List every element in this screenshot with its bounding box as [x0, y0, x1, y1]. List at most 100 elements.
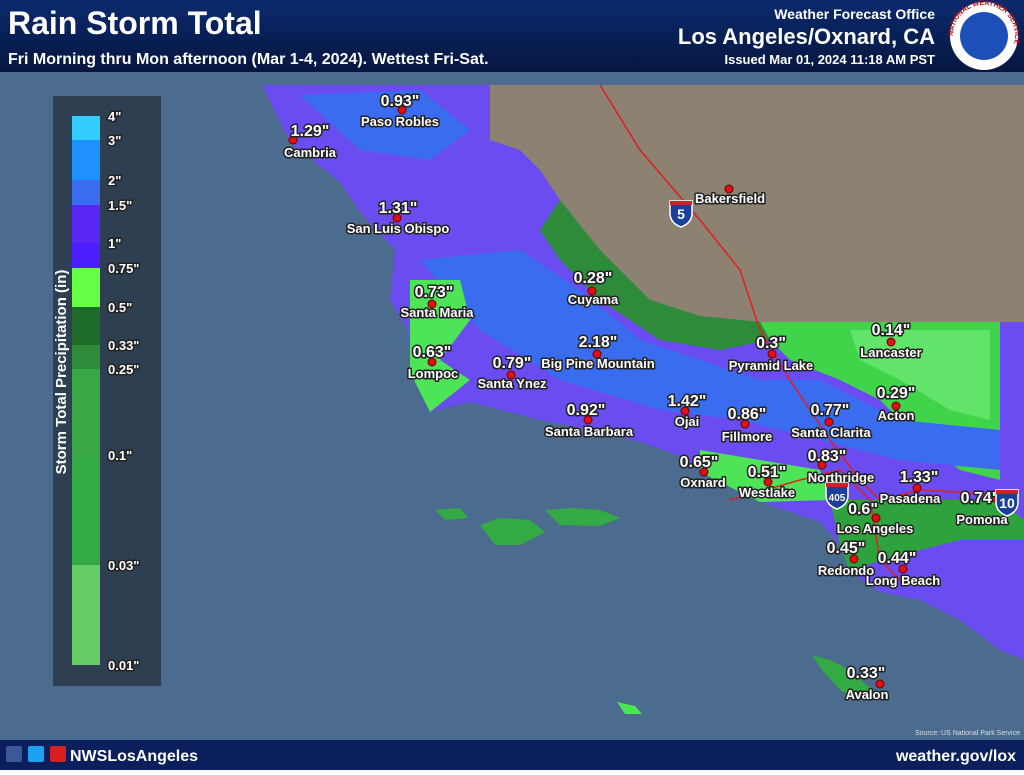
legend-swatch [72, 205, 100, 243]
shield-top [670, 201, 692, 205]
cities: 0.93" Paso Robles 1.29" Cambria 1.31" San Lui… [282, 92, 1009, 704]
city-name: Avalon [846, 687, 889, 702]
city-amount: 0.79" [493, 355, 532, 372]
island [812, 655, 870, 700]
city-dot [898, 564, 908, 574]
city-name: Pasadena [880, 491, 941, 506]
city-amount: 1.33" [900, 469, 939, 486]
shield-top [996, 490, 1018, 494]
city-amount: 1.31" [379, 200, 418, 217]
shield [669, 200, 693, 228]
shield [995, 489, 1019, 517]
city-amount: 0.29" [877, 385, 916, 402]
legend-swatch [72, 140, 100, 180]
city-name: Oxnard [680, 475, 726, 490]
city-dot [912, 483, 922, 493]
city-name: Fillmore [722, 429, 773, 444]
shield-top [826, 483, 848, 487]
city-name: Acton [878, 408, 915, 423]
city-amount: 0.65" [680, 454, 719, 471]
youtube-icon[interactable] [50, 746, 66, 762]
city-dot [824, 417, 834, 427]
city-name: Cambria [284, 145, 337, 160]
footer-bar [0, 740, 1024, 770]
city-dot [724, 184, 734, 194]
legend-swatch [72, 455, 100, 565]
shield [825, 482, 849, 510]
title: Rain Storm Total [8, 5, 262, 41]
legend-label: 0.33" [108, 338, 139, 353]
legend-swatch [72, 565, 100, 665]
city-amount: 0.28" [574, 270, 613, 287]
legend-label: 0.1" [108, 448, 132, 463]
city-amount: 0.3" [756, 335, 786, 352]
office: Los Angeles/Oxnard, CA [678, 24, 935, 49]
city-name: Santa Barbara [545, 424, 634, 439]
city-name: Cuyama [568, 292, 619, 307]
city-amount: 0.73" [415, 284, 454, 301]
desert-light [850, 330, 990, 420]
city-amount: 0.51" [748, 464, 787, 481]
city-dot [886, 337, 896, 347]
city-amount: 0.45" [827, 540, 866, 557]
city-amount: 0.83" [808, 448, 847, 465]
legend-swatch [72, 116, 100, 140]
city-name: Los Angeles [837, 521, 914, 536]
shield-number: 5 [677, 206, 685, 222]
city-name: Santa Ynez [477, 376, 547, 391]
green-zone [700, 450, 830, 502]
city-name: Northridge [808, 470, 874, 485]
facebook-icon[interactable] [6, 746, 22, 762]
city-dot [583, 415, 593, 425]
green-zone [410, 280, 470, 412]
city-dot [397, 105, 407, 115]
city-amount: 1.42" [668, 393, 707, 410]
blue-zone [300, 90, 470, 160]
green-zone [540, 200, 770, 350]
legend-label: 4" [108, 109, 121, 124]
city-amount: 0.77" [811, 402, 850, 419]
city-amount: 0.86" [728, 406, 767, 423]
city-dot [506, 370, 516, 380]
city-name: Redondo [818, 563, 874, 578]
footer-handle[interactable]: NWSLosAngeles [70, 748, 198, 765]
city-name: Big Pine Mountain [541, 356, 654, 371]
city-dot [817, 460, 827, 470]
legend-label: 0.25" [108, 362, 139, 377]
interstate [729, 469, 901, 581]
shield-number: 10 [999, 495, 1015, 511]
legend-swatch [72, 180, 100, 205]
city-dot [427, 357, 437, 367]
shield-number: 405 [829, 493, 846, 504]
city-dot [680, 406, 690, 416]
city-dot [592, 349, 602, 359]
island [435, 508, 468, 520]
city-dot [427, 299, 437, 309]
legend-scale: 4" 3" 2" 1.5" 1" 0.75" 0.5" 0.33" 0.25" 0.1" 0.03"… [72, 108, 141, 675]
city-dot [891, 401, 901, 411]
legend-label: 0.03" [108, 558, 139, 573]
city-name: Long Beach [866, 573, 940, 588]
legend-swatch [72, 369, 100, 455]
legend-label: 0.75" [108, 261, 139, 276]
city-name: Pomona [956, 512, 1008, 527]
legend-swatch [72, 345, 100, 369]
legend-label: 0.01" [108, 658, 139, 673]
legend-swatch [72, 307, 100, 345]
city-dot [392, 213, 402, 223]
legend-box [53, 96, 161, 686]
legend-label: 0.5" [108, 300, 132, 315]
city-name: Paso Robles [361, 114, 439, 129]
city-amount: 0.33" [847, 665, 886, 682]
legend-swatch [72, 243, 100, 268]
city-name: Bakersfield [695, 191, 765, 206]
city-amount: 0.92" [567, 402, 606, 419]
twitter-icon[interactable] [28, 746, 44, 762]
footer-website[interactable]: weather.gov/lox [895, 748, 1016, 765]
city-name: San Luis Obispo [347, 221, 450, 236]
subtitle: Fri Morning thru Mon afternoon (Mar 1-4,… [8, 51, 489, 68]
city-name: Pyramid Lake [729, 358, 814, 373]
issued: Issued Mar 01, 2024 11:18 AM PST [724, 52, 935, 67]
